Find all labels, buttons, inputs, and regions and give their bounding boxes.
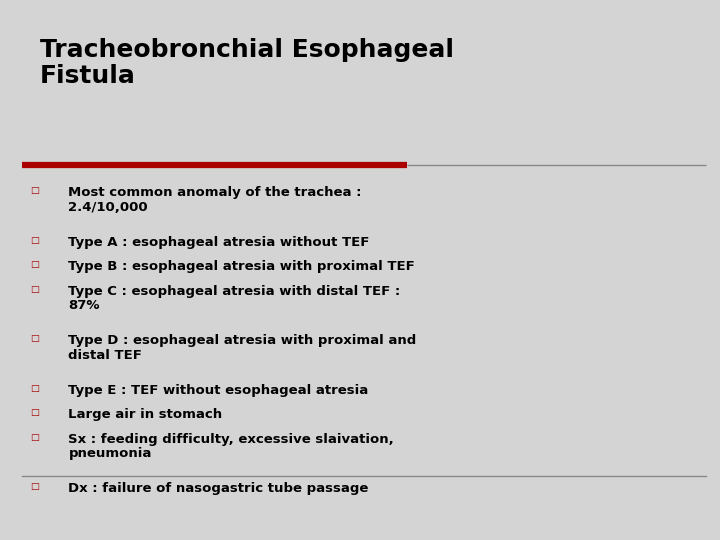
Text: Type B : esophageal atresia with proximal TEF: Type B : esophageal atresia with proxima… (68, 260, 415, 273)
Text: □: □ (30, 433, 39, 442)
Text: Type E : TEF without esophageal atresia: Type E : TEF without esophageal atresia (68, 383, 369, 396)
Text: Dx : failure of nasogastric tube passage: Dx : failure of nasogastric tube passage (68, 482, 369, 495)
Text: Large air in stomach: Large air in stomach (68, 408, 222, 421)
Text: □: □ (30, 260, 39, 269)
Text: Type C : esophageal atresia with distal TEF :
87%: Type C : esophageal atresia with distal … (68, 285, 400, 313)
Text: Sx : feeding difficulty, excessive slaivation,
pneumonia: Sx : feeding difficulty, excessive slaiv… (68, 433, 394, 460)
Text: Type A : esophageal atresia without TEF: Type A : esophageal atresia without TEF (68, 235, 370, 248)
Text: □: □ (30, 383, 39, 393)
Text: Type D : esophageal atresia with proximal and
distal TEF: Type D : esophageal atresia with proxima… (68, 334, 417, 362)
Text: □: □ (30, 285, 39, 294)
Text: Tracheobronchial Esophageal
Fistula: Tracheobronchial Esophageal Fistula (40, 38, 454, 87)
Text: □: □ (30, 482, 39, 491)
Text: □: □ (30, 334, 39, 343)
Text: □: □ (30, 408, 39, 417)
Text: Most common anomaly of the trachea :
2.4/10,000: Most common anomaly of the trachea : 2.4… (68, 186, 362, 214)
Text: □: □ (30, 186, 39, 195)
Text: □: □ (30, 235, 39, 245)
